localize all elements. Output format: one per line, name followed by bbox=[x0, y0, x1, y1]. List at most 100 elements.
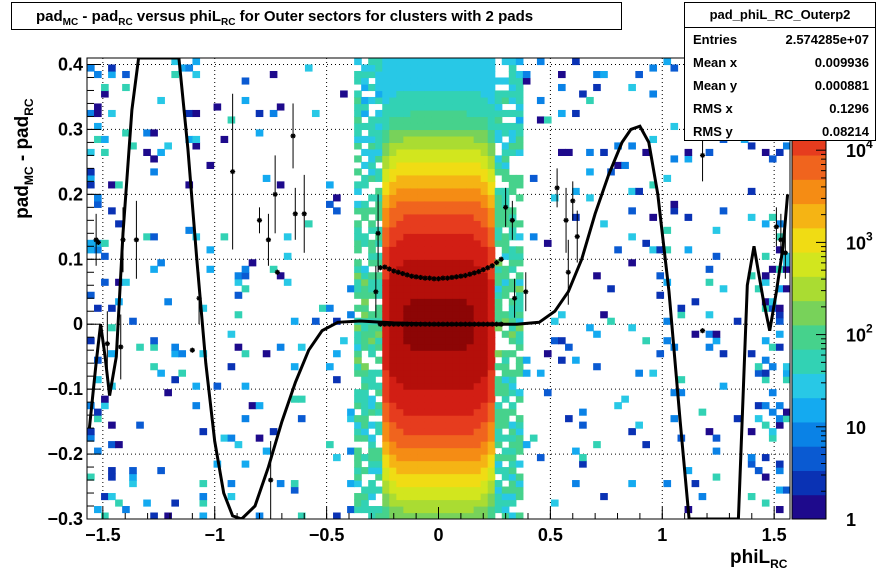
heatmap-cell bbox=[255, 434, 264, 442]
heatmap-cell bbox=[438, 129, 447, 137]
heatmap-cell bbox=[600, 493, 608, 501]
heatmap-cell bbox=[382, 447, 390, 455]
heatmap-cell bbox=[607, 317, 615, 325]
heatmap-cell bbox=[480, 447, 489, 455]
heatmap-cell bbox=[459, 220, 468, 228]
heatmap-cell bbox=[768, 265, 777, 273]
heatmap-cell bbox=[733, 317, 742, 325]
heatmap-cell bbox=[185, 181, 194, 189]
heatmap-cell bbox=[115, 220, 123, 228]
heatmap-cell bbox=[368, 135, 376, 144]
profile-point bbox=[509, 217, 515, 223]
heatmap-cell bbox=[438, 226, 447, 234]
heatmap-cell bbox=[529, 174, 538, 182]
heatmap-cell bbox=[115, 181, 123, 189]
heatmap-cell bbox=[87, 434, 95, 442]
heatmap-cell bbox=[775, 421, 784, 429]
heatmap-cell bbox=[480, 64, 489, 72]
heatmap-cell bbox=[445, 350, 454, 358]
heatmap-cell bbox=[782, 408, 790, 416]
heatmap-cell bbox=[396, 395, 404, 403]
heatmap-cell bbox=[424, 129, 433, 137]
heatmap-cell bbox=[354, 265, 362, 273]
heatmap-cell bbox=[494, 324, 503, 332]
heatmap-cell bbox=[445, 363, 454, 371]
heatmap-cell bbox=[403, 155, 411, 163]
heatmap-cell bbox=[445, 298, 454, 306]
heatmap-cell bbox=[382, 220, 390, 228]
heatmap-cell bbox=[403, 512, 411, 519]
heatmap-cell bbox=[382, 64, 390, 72]
heatmap-cell bbox=[445, 291, 454, 299]
heatmap-cell bbox=[775, 233, 784, 241]
heatmap-cell bbox=[452, 148, 461, 156]
heatmap-cell bbox=[241, 460, 250, 468]
heatmap-cell bbox=[382, 421, 390, 429]
heatmap-cell bbox=[276, 103, 285, 111]
profile-point bbox=[699, 152, 706, 158]
heatmap-cell bbox=[368, 480, 376, 488]
heatmap-cell bbox=[438, 441, 447, 449]
heatmap-cell bbox=[424, 278, 433, 286]
heatmap-cell bbox=[417, 324, 426, 332]
heatmap-cell bbox=[262, 350, 271, 358]
heatmap-cell bbox=[515, 298, 524, 306]
heatmap-cell bbox=[642, 337, 650, 345]
heatmap-cell bbox=[459, 174, 468, 182]
heatmap-cell bbox=[445, 434, 454, 442]
heatmap-cell bbox=[424, 265, 433, 273]
heatmap-cell bbox=[494, 402, 503, 410]
heatmap-cell bbox=[438, 168, 447, 176]
heatmap-cell bbox=[396, 473, 404, 481]
heatmap-cell bbox=[586, 96, 594, 105]
heatmap-cell bbox=[410, 467, 419, 475]
heatmap-cell bbox=[445, 415, 454, 423]
heatmap-cell bbox=[438, 382, 447, 390]
palette-swatch bbox=[792, 252, 826, 277]
heatmap-cell bbox=[670, 200, 679, 208]
heatmap-cell bbox=[396, 58, 404, 66]
heatmap-cell bbox=[94, 200, 102, 208]
heatmap-cell bbox=[466, 252, 475, 260]
heatmap-cell bbox=[438, 376, 447, 384]
heatmap-cell bbox=[375, 213, 383, 221]
heatmap-cell bbox=[234, 343, 243, 351]
heatmap-cell bbox=[382, 200, 390, 208]
profile-point bbox=[485, 265, 491, 271]
heatmap-cell bbox=[480, 434, 489, 442]
heatmap-cell bbox=[403, 174, 411, 182]
heatmap-cell bbox=[192, 382, 201, 390]
heatmap-cell bbox=[410, 389, 419, 397]
heatmap-cell bbox=[438, 122, 447, 131]
heatmap-cell bbox=[515, 233, 524, 241]
heatmap-cell bbox=[515, 259, 524, 267]
heatmap-cell bbox=[375, 460, 383, 468]
heatmap-cell bbox=[501, 291, 510, 299]
heatmap-cell bbox=[501, 265, 510, 273]
heatmap-cell bbox=[508, 174, 517, 182]
heatmap-cell bbox=[290, 486, 299, 494]
heatmap-cell bbox=[663, 58, 672, 66]
heatmap-cell bbox=[445, 213, 454, 221]
heatmap-cell bbox=[459, 226, 468, 234]
heatmap-cell bbox=[361, 486, 369, 494]
heatmap-cell bbox=[445, 246, 454, 254]
heatmap-cell bbox=[410, 90, 419, 98]
heatmap-cell bbox=[431, 129, 440, 137]
heatmap-cell bbox=[747, 272, 756, 280]
profile-point bbox=[498, 256, 504, 262]
heatmap-cell bbox=[501, 90, 510, 98]
heatmap-cell bbox=[628, 83, 636, 92]
heatmap-cell bbox=[508, 109, 517, 118]
heatmap-cell bbox=[389, 96, 397, 105]
heatmap-cell bbox=[354, 239, 362, 247]
heatmap-cell bbox=[501, 174, 510, 182]
heatmap-cell bbox=[445, 454, 454, 462]
heatmap-cell bbox=[445, 493, 454, 501]
heatmap-cell bbox=[431, 64, 440, 72]
heatmap-cell bbox=[459, 298, 468, 306]
heatmap-cell bbox=[508, 337, 517, 345]
heatmap-cell bbox=[382, 330, 390, 338]
heatmap-cell bbox=[424, 291, 433, 299]
heatmap-cell bbox=[473, 142, 482, 150]
